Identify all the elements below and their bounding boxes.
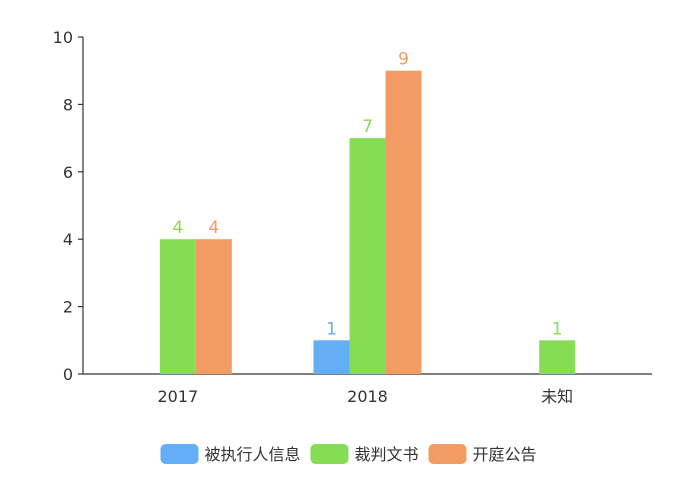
y-tick-label: 8	[63, 95, 73, 114]
y-tick-label: 2	[63, 298, 73, 317]
legend-item[interactable]: 被执行人信息	[160, 444, 301, 464]
legend: 被执行人信息 裁判文书 开庭公告	[160, 444, 537, 464]
legend-swatch	[310, 444, 349, 464]
x-tick-label: 2017	[157, 387, 198, 406]
bar[interactable]	[195, 239, 232, 374]
bar[interactable]	[159, 239, 196, 374]
legend-item[interactable]: 开庭公告	[428, 444, 537, 464]
bar[interactable]	[313, 340, 350, 374]
bar-data-label: 1	[326, 319, 337, 339]
legend-label: 被执行人信息	[205, 445, 301, 464]
bar-data-label: 4	[172, 218, 183, 238]
legend-label: 开庭公告	[473, 445, 537, 464]
legend-item[interactable]: 裁判文书	[310, 444, 419, 464]
legend-label: 裁判文书	[355, 445, 419, 464]
bars	[159, 70, 576, 374]
bar-data-label: 9	[398, 50, 409, 70]
bar[interactable]	[349, 138, 386, 374]
legend-swatch	[160, 444, 199, 464]
bar-data-label: 7	[362, 117, 373, 137]
bar-data-label: 1	[552, 319, 563, 339]
bar[interactable]	[385, 70, 422, 374]
y-tick-label: 6	[63, 163, 73, 182]
bar-data-label: 4	[208, 218, 219, 238]
x-tick-label: 2018	[347, 387, 388, 406]
legend-swatch	[428, 444, 467, 464]
x-tick-label: 未知	[541, 387, 573, 406]
y-tick-label: 0	[63, 365, 73, 384]
bar[interactable]	[539, 340, 576, 374]
y-tick-label: 10	[53, 28, 73, 47]
y-tick-label: 4	[63, 230, 73, 249]
